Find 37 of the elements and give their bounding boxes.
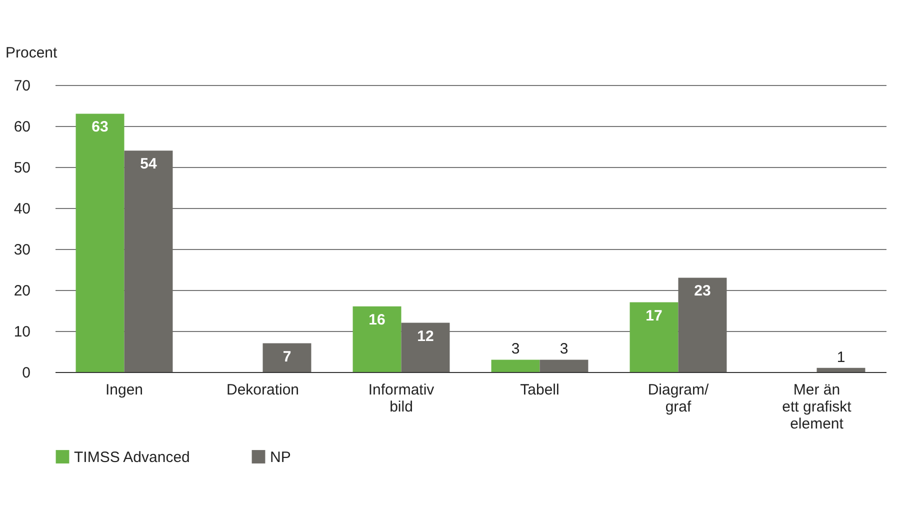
y-tick-label: 10 bbox=[14, 324, 30, 340]
x-tick-label: Dekoration bbox=[226, 382, 300, 398]
data-label: 12 bbox=[417, 328, 434, 345]
x-tick-label: Ingen bbox=[105, 382, 144, 398]
y-tick-label: 70 bbox=[14, 78, 30, 94]
data-label: 7 bbox=[282, 348, 292, 366]
y-tick-label: 40 bbox=[14, 200, 30, 218]
data-label: 17 bbox=[646, 307, 662, 324]
y-tick-label: 20 bbox=[14, 282, 30, 300]
x-tick-label: Informativ bild bbox=[368, 382, 435, 416]
y-tick-label: 60 bbox=[14, 118, 30, 136]
bar bbox=[262, 343, 312, 372]
bar bbox=[678, 278, 727, 372]
bar bbox=[352, 306, 402, 372]
bar bbox=[491, 360, 540, 372]
y-tick-label: 50 bbox=[14, 160, 30, 176]
data-label: 54 bbox=[140, 156, 158, 173]
data-label: 23 bbox=[694, 282, 711, 300]
data-label: 63 bbox=[92, 118, 108, 136]
bar bbox=[401, 322, 450, 372]
data-label: 3 bbox=[511, 340, 520, 358]
y-tick-label: 30 bbox=[14, 242, 30, 258]
bar bbox=[816, 368, 866, 372]
data-label: 16 bbox=[368, 311, 386, 328]
bar bbox=[630, 302, 678, 372]
legend-label: NP bbox=[270, 448, 291, 466]
x-tick-label: Mer än ett grafiskt element bbox=[782, 382, 852, 432]
bar bbox=[124, 150, 173, 372]
bar bbox=[76, 114, 124, 372]
y-tick-label: 0 bbox=[22, 364, 30, 382]
x-tick-label: Tabell bbox=[520, 382, 560, 398]
y-axis-title: Procent bbox=[6, 44, 58, 62]
data-label: 3 bbox=[560, 340, 568, 358]
data-label: 1 bbox=[836, 348, 846, 366]
x-tick-label: Diagram/ graf bbox=[648, 382, 710, 416]
bar bbox=[540, 360, 588, 372]
legend-label: TIMSS Advanced bbox=[74, 448, 190, 466]
